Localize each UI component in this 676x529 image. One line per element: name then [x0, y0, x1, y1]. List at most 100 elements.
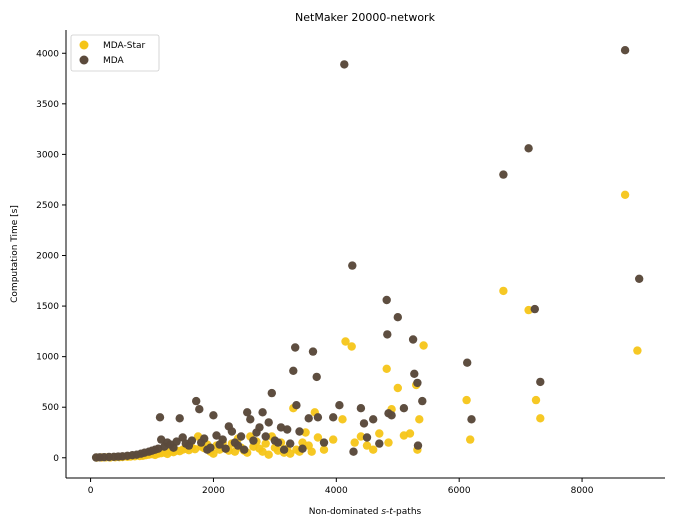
plot-axes: [65, 30, 665, 479]
data-point: [359, 419, 369, 428]
data-point: [206, 443, 215, 452]
y-tick-label: 1000: [36, 353, 59, 363]
data-point: [298, 444, 307, 453]
data-point: [350, 438, 359, 447]
legend: MDA-Star MDA: [70, 34, 160, 72]
data-point: [462, 395, 471, 405]
data-point: [258, 408, 267, 417]
chart-title: NetMaker 20000-network: [295, 11, 436, 24]
data-point: [369, 445, 378, 454]
x-tick-label: 6000: [448, 486, 471, 496]
x-tick-label: 2000: [202, 486, 225, 496]
data-point: [175, 414, 184, 423]
x-ticks: 0 2000 4000 6000 8000: [88, 478, 594, 496]
data-point: [273, 438, 283, 447]
data-point: [341, 337, 350, 346]
data-point: [347, 342, 356, 351]
y-axis-title: Computation Time [s]: [10, 205, 20, 303]
data-point: [362, 441, 372, 450]
data-point: [240, 445, 249, 454]
data-point: [172, 437, 181, 446]
data-point: [289, 366, 298, 375]
legend-label-mda: MDA: [103, 56, 125, 66]
y-tick-label: 2000: [36, 252, 59, 262]
data-point: [246, 415, 255, 424]
data-point: [255, 423, 264, 432]
data-point: [356, 404, 366, 413]
x-title-part-4: t: [389, 507, 393, 517]
data-point: [531, 395, 541, 405]
x-tick-label: 8000: [571, 486, 594, 496]
x-title-part-5: -paths: [393, 507, 422, 517]
data-point: [375, 439, 384, 448]
data-point: [313, 413, 323, 422]
data-point: [307, 447, 316, 456]
data-point: [382, 364, 391, 373]
data-point: [384, 438, 393, 447]
data-point: [467, 415, 476, 424]
data-point: [286, 449, 295, 458]
y-tick-label: 4000: [36, 49, 59, 59]
data-point: [264, 450, 273, 459]
data-point: [312, 372, 321, 382]
data-point: [349, 447, 358, 456]
y-tick-label: 3000: [36, 150, 59, 160]
data-point: [283, 425, 292, 434]
data-point: [233, 441, 243, 450]
data-point: [304, 414, 313, 423]
data-point: [279, 445, 289, 454]
data-point: [319, 445, 329, 454]
data-point: [192, 396, 201, 406]
legend-label-mda-star: MDA-Star: [103, 41, 146, 51]
data-point: [212, 431, 221, 440]
data-point: [463, 358, 472, 367]
data-point: [340, 60, 349, 69]
data-point: [635, 274, 644, 283]
data-point: [524, 305, 533, 315]
data-point: [362, 433, 372, 442]
data-point: [536, 377, 545, 387]
data-point: [308, 347, 318, 356]
y-tick-label: 500: [42, 403, 59, 413]
y-ticks: 0 500 1000 1500 2000 2500 3000 3500 4000: [36, 49, 66, 464]
data-point: [348, 261, 357, 270]
data-point: [329, 413, 338, 422]
data-point: [633, 346, 642, 355]
data-point: [383, 330, 392, 339]
data-point: [375, 429, 384, 438]
data-point: [295, 427, 304, 436]
data-point: [243, 408, 252, 417]
data-point: [291, 343, 300, 352]
y-tick-label: 3500: [36, 100, 59, 110]
data-point: [261, 439, 270, 448]
data-point: [200, 434, 209, 443]
data-point: [335, 401, 344, 410]
y-tick-label: 2500: [36, 201, 59, 211]
x-tick-label: 0: [88, 486, 94, 496]
data-point: [264, 418, 273, 427]
data-point: [382, 295, 391, 305]
data-point: [408, 335, 418, 344]
data-point: [466, 435, 475, 444]
data-point: [419, 341, 428, 350]
data-point: [286, 439, 295, 448]
data-points: [91, 46, 644, 462]
data-point: [267, 388, 276, 398]
x-axis-title: Non-dominated s-t-paths: [309, 507, 422, 517]
data-point: [415, 415, 424, 424]
data-point: [261, 432, 270, 441]
data-point: [329, 435, 338, 444]
x-title-part-1: Non-dominated: [309, 507, 382, 517]
y-tick-label: 0: [53, 454, 59, 464]
data-point: [338, 415, 347, 424]
data-point: [413, 378, 422, 388]
data-point: [221, 444, 230, 453]
legend-marker-mda: [79, 55, 89, 65]
series-mda: [91, 46, 644, 462]
y-tick-label: 1500: [36, 302, 59, 312]
data-point: [413, 441, 423, 450]
data-point: [405, 429, 415, 438]
legend-box: [70, 34, 160, 72]
data-point: [499, 170, 508, 179]
